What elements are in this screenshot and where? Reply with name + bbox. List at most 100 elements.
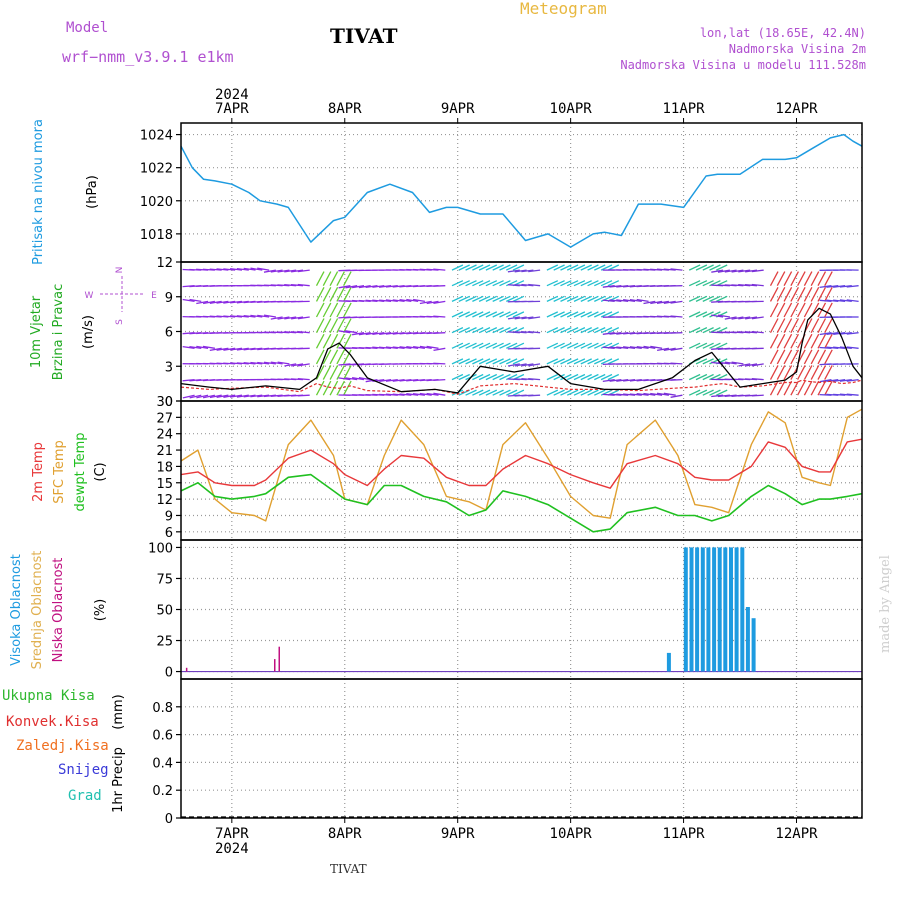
wind-arrow	[343, 286, 352, 302]
wind-arrow	[277, 361, 290, 365]
wind-arrow	[546, 389, 559, 396]
wind-arrow	[492, 280, 504, 287]
cloud-unit-label: (%)	[93, 599, 108, 622]
wind-arrow	[465, 358, 477, 365]
wind-arrow	[803, 365, 813, 380]
day-label-top: 12APR	[775, 101, 818, 117]
wind-arrow	[399, 299, 412, 303]
model-label: Model	[66, 20, 109, 36]
y-tick-label: 12	[156, 493, 173, 508]
y-tick-label: 1018	[140, 228, 173, 243]
wind-arrow	[817, 286, 827, 302]
wind-arrow	[451, 327, 464, 334]
precip-legend-0: Ukupna Kisa	[2, 688, 95, 704]
wind-arrow	[587, 342, 599, 349]
wind-arrow	[839, 378, 852, 382]
wind-arrow	[419, 300, 432, 305]
wind-arrow	[751, 269, 764, 273]
wind-arrow	[819, 299, 832, 303]
chart-title: Meteogram	[520, 0, 607, 18]
wind-arrow	[663, 268, 676, 271]
high-cloud-bar	[666, 652, 671, 672]
wind-arrow	[663, 347, 676, 352]
wind-arrow	[270, 361, 283, 365]
wind-arrow	[478, 342, 491, 349]
wind-arrow	[810, 349, 820, 365]
y-tick-label: 6	[165, 526, 173, 541]
y-tick-label: 0.2	[152, 784, 173, 799]
wind-arrow	[560, 264, 572, 271]
wind-arrow	[607, 280, 620, 287]
wind-arrow	[472, 264, 484, 271]
wind-arrow	[600, 311, 613, 318]
wind-arrow	[472, 295, 484, 302]
day-label-bottom: 10APR	[550, 826, 593, 842]
wind-arrow	[769, 365, 779, 380]
wind-arrow	[412, 393, 425, 396]
wind-arrow	[776, 333, 786, 349]
wind-arrow	[315, 380, 325, 396]
wind-sub-label: Brzina i Pravac	[51, 284, 66, 381]
wind-arrow	[297, 394, 310, 397]
panel-frame	[180, 122, 863, 263]
wind-arrow	[315, 349, 325, 365]
wind-arrow	[297, 330, 310, 334]
wind-arrow	[514, 284, 527, 287]
wind-arrow	[623, 393, 636, 396]
wind-arrow	[600, 280, 613, 287]
wind-arrow	[790, 302, 799, 318]
wind-arrow	[711, 394, 724, 398]
wind-arrow	[182, 345, 195, 349]
wind-arrow	[315, 302, 325, 318]
wind-arrow	[790, 318, 799, 334]
wind-arrow	[236, 267, 249, 271]
wind-arrow	[716, 373, 728, 381]
wind-arrow	[329, 286, 339, 302]
temp-2m-line	[180, 438, 863, 489]
wind-arrow	[546, 342, 559, 349]
wind-arrow	[433, 285, 446, 287]
wind-arrow	[817, 365, 827, 380]
wind-arrow	[776, 380, 786, 396]
wind-arrow	[580, 327, 592, 334]
wind-arrow	[406, 298, 419, 303]
precip-axis-label: 1hr Precip	[111, 747, 126, 813]
day-label-bottom: 12APR	[775, 826, 818, 842]
wind-arrow	[702, 295, 714, 302]
wind-arrow	[824, 380, 833, 396]
wind-arrow	[797, 365, 806, 380]
wind-arrow	[343, 365, 352, 380]
wind-arrow	[629, 346, 642, 349]
wind-arrow	[769, 271, 779, 287]
y-tick-label: 1024	[140, 129, 173, 144]
wind-arrow	[566, 264, 579, 271]
day-label-bottom: 8APR	[328, 826, 362, 842]
wind-arrow	[803, 349, 813, 365]
y-tick-label: 15	[156, 477, 173, 492]
wind-arrow	[270, 316, 283, 320]
wind-arrow	[573, 373, 586, 381]
high-cloud-axis-label: Visoka Oblacnost	[9, 554, 24, 666]
wind-arrow	[709, 264, 721, 271]
city-title: TIVAT	[330, 24, 398, 48]
wind-arrow	[716, 342, 728, 349]
wind-arrow	[560, 280, 572, 287]
wind-arrow	[594, 295, 606, 302]
wind-arrow	[797, 302, 806, 318]
wind-arrow	[580, 342, 592, 349]
wind-arrow	[512, 342, 525, 349]
wind-arrow	[351, 377, 365, 381]
wind-arrow	[580, 389, 592, 396]
wind-arrow	[769, 349, 779, 365]
wind-arrow	[587, 280, 599, 287]
wind-arrow	[426, 345, 439, 349]
wind-arrow	[290, 331, 304, 334]
year-label-top: 2024	[215, 87, 249, 103]
wind-arrow	[472, 280, 484, 287]
wind-arrow	[499, 327, 511, 334]
wind-arrow	[451, 295, 464, 302]
wind-arrow	[451, 280, 464, 287]
model-name: wrf−nmm_v3.9.1 e1km	[62, 48, 234, 66]
wind-arrow	[566, 342, 579, 349]
wind-arrow	[769, 318, 779, 334]
